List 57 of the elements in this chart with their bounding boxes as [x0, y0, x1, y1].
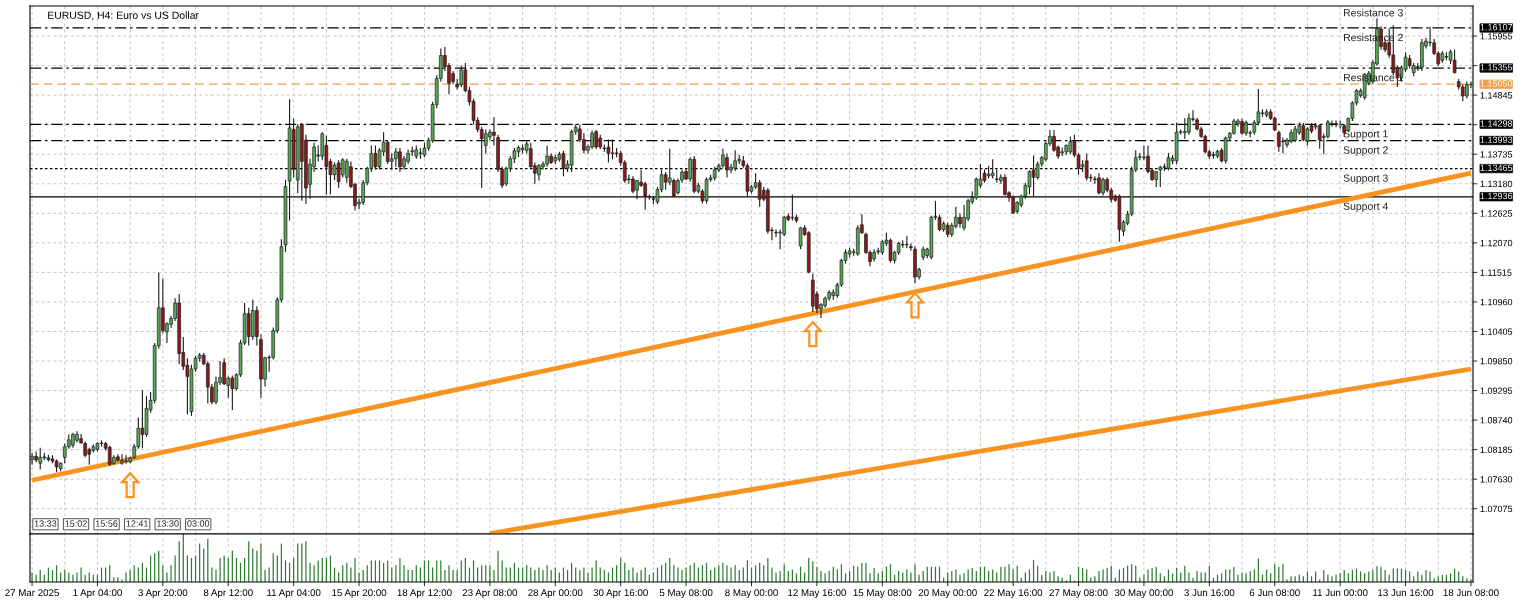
y-tick-label: 1.12070: [1480, 239, 1513, 247]
x-tick-label: 22 May 16:00: [984, 589, 1043, 599]
x-tick-label: 27 Mar 2025: [5, 589, 59, 597]
x-tick-label: 15 May 08:00: [853, 589, 912, 599]
chart-title: EURUSD, H4: Euro vs US Dollar: [48, 11, 199, 21]
ref-line-label: 1.15355: [1480, 64, 1513, 71]
x-tick-label: 20 May 00:00: [918, 589, 977, 599]
x-tick-label: 1 Apr 04:00: [73, 589, 122, 599]
y-tick-label: 1.13735: [1480, 151, 1513, 158]
annotation: 13:30: [157, 520, 179, 527]
y-tick-label: 1.11515: [1480, 269, 1512, 276]
x-tick-label: 11 Jun 00:00: [1313, 589, 1368, 597]
ref-line-label: 1.12936: [1480, 192, 1513, 200]
x-tick-label: 23 Apr 08:00: [462, 589, 518, 599]
x-tick-label: 3 Jun 16:00: [1184, 589, 1235, 597]
annotation: 03:00: [187, 520, 210, 527]
y-tick-label: 1.09850: [1480, 357, 1513, 365]
y-tick-label: 1.13180: [1480, 180, 1513, 188]
x-tick-label: 28 Apr 00:00: [528, 589, 583, 599]
x-tick-label: 3 Apr 20:00: [138, 589, 188, 599]
annotation: Support 3: [1343, 174, 1388, 184]
ref-line-label: 1.16107: [1480, 24, 1513, 31]
x-tick-label: 15 Apr 20:00: [332, 589, 387, 599]
y-tick-label: 1.09295: [1480, 387, 1513, 394]
annotation: 13:33: [34, 520, 57, 527]
annotation: 12:41: [126, 520, 148, 527]
x-tick-label: 18 Apr 12:00: [397, 589, 452, 599]
x-tick-label: 12 May 16:00: [788, 589, 846, 599]
y-tick-label: 1.10960: [1480, 298, 1513, 306]
annotation: Resistance 3: [1343, 8, 1403, 17]
x-tick-label: 8 Apr 12:00: [203, 589, 253, 599]
ref-line-label: 1.14298: [1480, 120, 1513, 127]
annotation: 15:56: [95, 520, 118, 527]
x-tick-label: 27 May 08:00: [1049, 589, 1108, 599]
ref-line-label: 1.13465: [1480, 164, 1513, 172]
annotation: Support 4: [1343, 202, 1388, 213]
y-tick-label: 1.08740: [1480, 417, 1513, 424]
x-tick-label: 30 Apr 16:00: [593, 589, 648, 599]
x-tick-label: 18 Jun 08:00: [1443, 589, 1499, 597]
ref-line-label: 1.13993: [1480, 136, 1513, 143]
x-tick-label: 8 May 00:00: [725, 589, 778, 599]
annotation: 15:02: [65, 520, 87, 527]
annotation: Support 1: [1343, 130, 1388, 140]
x-tick-label: 30 May 00:00: [1114, 589, 1174, 599]
y-tick-label: 1.15955: [1480, 33, 1513, 40]
y-tick-label: 1.07630: [1480, 476, 1513, 483]
x-tick-label: 11 Apr 04:00: [267, 589, 321, 599]
y-tick-label: 1.08185: [1480, 446, 1513, 453]
annotation: Support 2: [1343, 146, 1388, 156]
y-tick-label: 1.10405: [1480, 328, 1513, 335]
x-tick-label: 6 Jun 08:00: [1249, 589, 1300, 597]
x-tick-label: 13 Jun 16:00: [1378, 589, 1434, 597]
x-tick-label: 5 May 08:00: [659, 589, 713, 599]
y-tick-label: 1.14845: [1480, 92, 1513, 99]
y-tick-label: 1.12625: [1480, 210, 1513, 217]
ref-line-label: 1.15050: [1480, 80, 1513, 87]
y-tick-label: 1.07075: [1480, 505, 1513, 513]
